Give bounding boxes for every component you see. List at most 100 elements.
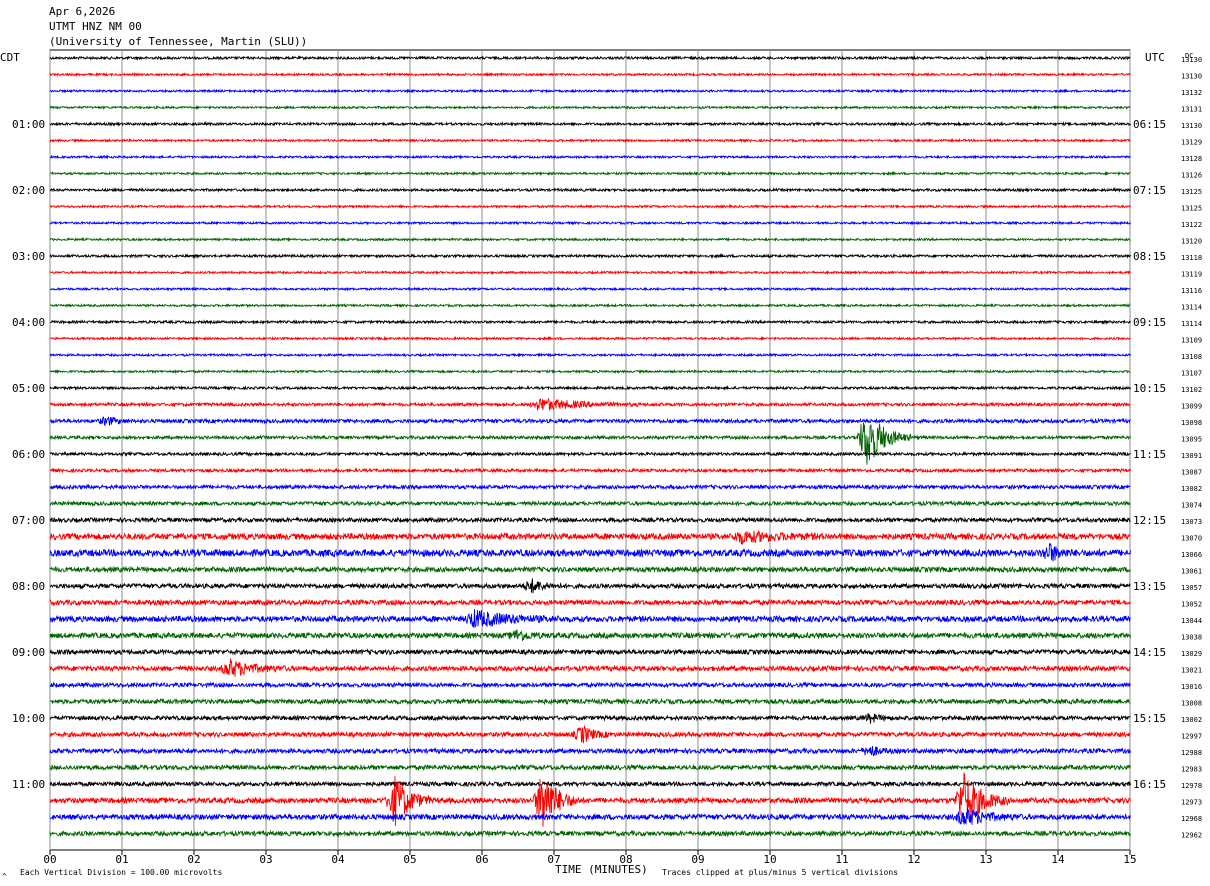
dc-value-label: 13029: [1181, 650, 1202, 658]
x-tick-label: 11: [835, 853, 848, 866]
x-tick-label: 04: [331, 853, 345, 866]
x-tick-label: 01: [115, 853, 128, 866]
trace-line: [49, 397, 1131, 411]
trace-line: [49, 335, 1131, 342]
dc-value-label: 13016: [1181, 683, 1202, 691]
trace-line: [49, 713, 1131, 724]
right-tz-label: UTC: [1145, 51, 1165, 64]
x-tick-label: 15: [1123, 853, 1136, 866]
trace-line: [49, 203, 1131, 210]
dc-value-label: 12997: [1181, 733, 1202, 741]
trace-line: [49, 253, 1131, 259]
dc-value-label: 13131: [1181, 106, 1202, 114]
trace-line: [49, 530, 1131, 546]
left-hour-label: 01:00: [12, 118, 45, 131]
dc-value-label: 13061: [1181, 568, 1202, 576]
dc-value-label: 13119: [1181, 271, 1202, 279]
left-hour-label: 02:00: [12, 184, 45, 197]
trace-line: [49, 302, 1131, 309]
trace-line: [49, 745, 1131, 757]
x-tick-label: 07: [547, 853, 560, 866]
x-tick-label: 08: [619, 853, 632, 866]
trace-line: [49, 763, 1131, 772]
trace-line: [49, 499, 1131, 508]
left-hour-label: 07:00: [12, 514, 45, 527]
trace-line: [49, 658, 1131, 677]
dc-value-label: 13128: [1181, 155, 1202, 163]
x-tick-label: 12: [907, 853, 920, 866]
left-hour-label: 11:00: [12, 778, 45, 791]
trace-line: [49, 416, 1131, 427]
trace-line: [49, 422, 1131, 465]
left-hour-label: 04:00: [12, 316, 45, 329]
right-hour-label: 06:15: [1133, 118, 1166, 131]
trace-line: [49, 170, 1131, 177]
left-hour-label: 03:00: [12, 250, 45, 263]
trace-line: [49, 71, 1131, 78]
dc-value-label: 13120: [1181, 238, 1202, 246]
dc-value-label: 13132: [1181, 89, 1202, 97]
trace-line: [49, 681, 1131, 689]
dc-value-label: 13073: [1181, 518, 1202, 526]
dc-value-label: 13107: [1181, 370, 1202, 378]
trace-line: [49, 269, 1131, 276]
trace-group: [49, 55, 1131, 838]
trace-line: [49, 648, 1131, 656]
trace-line: [49, 542, 1131, 562]
dc-value-label: 13130: [1181, 122, 1202, 130]
trace-line: [49, 780, 1131, 788]
x-tick-label: 06: [475, 853, 488, 866]
plot-frame: [49, 49, 1131, 851]
trace-line: [49, 187, 1131, 193]
trace-line: [49, 319, 1131, 325]
dc-value-label: 13125: [1181, 205, 1202, 213]
dc-value-label: 12988: [1181, 749, 1202, 757]
dc-value-label: 13095: [1181, 436, 1202, 444]
right-hour-label: 08:15: [1133, 250, 1166, 263]
right-hour-label: 14:15: [1133, 646, 1166, 659]
x-tick-label: 09: [691, 853, 704, 866]
trace-line: [49, 385, 1131, 391]
dc-value-label: 13066: [1181, 551, 1202, 559]
dc-value-label: 12962: [1181, 832, 1202, 840]
trace-line: [49, 368, 1131, 375]
dc-value-label: 13099: [1181, 403, 1202, 411]
dc-value-label: 13052: [1181, 601, 1202, 609]
trace-line: [49, 55, 1131, 61]
trace-line: [49, 104, 1131, 111]
dc-value-label: 13098: [1181, 419, 1202, 427]
left-hour-label: 06:00: [12, 448, 45, 461]
x-tick-label: 00: [43, 853, 56, 866]
trace-line: [49, 121, 1131, 127]
x-tick-label: 03: [259, 853, 272, 866]
dc-value-label: 12973: [1181, 799, 1202, 807]
trace-line: [49, 629, 1131, 641]
left-tz-label: CDT: [0, 51, 20, 64]
dc-value-label: 13130: [1181, 73, 1202, 81]
dc-value-label: 13125: [1181, 188, 1202, 196]
trace-line: [49, 137, 1131, 144]
dc-value-label: 13044: [1181, 617, 1202, 625]
dc-value-label: 12983: [1181, 766, 1202, 774]
x-tick-label: 13: [979, 853, 992, 866]
trace-line: [49, 829, 1131, 838]
trace-line: [49, 516, 1131, 524]
trace-line: [49, 565, 1131, 574]
header-station: UTMT HNZ NM 00: [49, 20, 142, 33]
dc-value-label: 13109: [1181, 337, 1202, 345]
right-hour-label: 10:15: [1133, 382, 1166, 395]
dc-value-label: 12968: [1181, 815, 1202, 823]
dc-value-label: 13114: [1181, 304, 1202, 312]
trace-line: [50, 154, 1131, 160]
trace-line: [49, 807, 1131, 825]
header-network: (University of Tennessee, Martin (SLU)): [49, 35, 308, 48]
x-tick-label: 05: [403, 853, 416, 866]
x-tick-label: 02: [187, 853, 200, 866]
dc-label: DC: [1185, 52, 1193, 60]
scale-note: Each Vertical Division = 100.00 microvol…: [20, 868, 222, 877]
dc-value-label: 13102: [1181, 386, 1202, 394]
dc-value-label: 13002: [1181, 716, 1202, 724]
x-tick-label: 14: [1051, 853, 1065, 866]
trace-line: [49, 88, 1131, 94]
